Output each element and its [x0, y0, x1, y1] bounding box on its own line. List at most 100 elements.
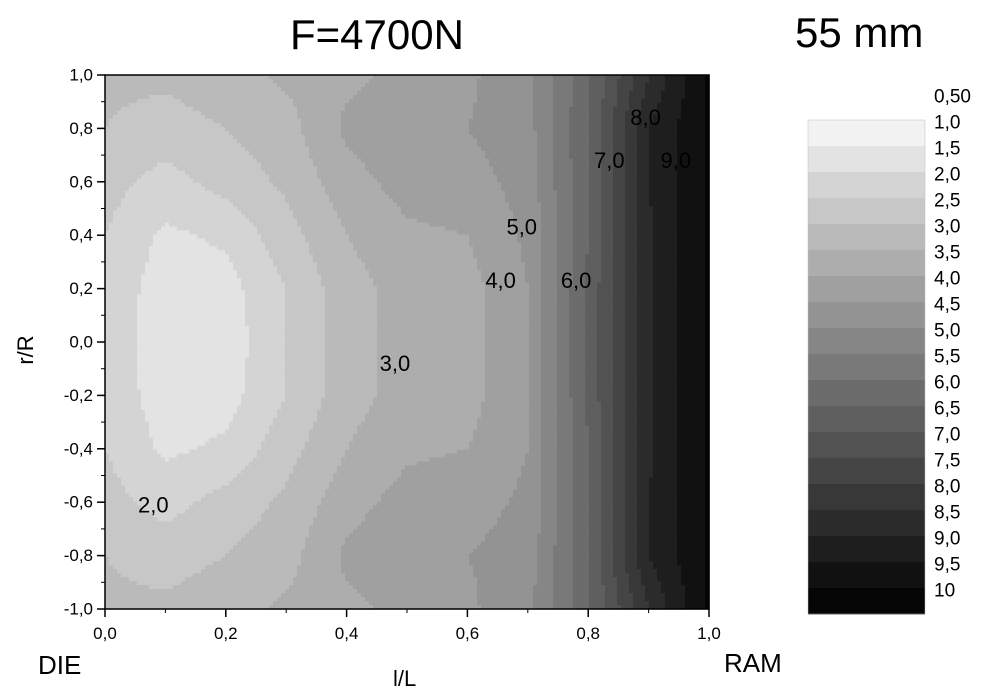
- contour-cell: [265, 150, 270, 156]
- contour-cell: [209, 182, 214, 188]
- contour-cell: [573, 86, 578, 92]
- contour-cell: [169, 102, 174, 108]
- contour-cell: [661, 190, 666, 196]
- contour-cell: [493, 118, 498, 124]
- contour-cell: [657, 186, 662, 192]
- contour-cell: [497, 150, 502, 156]
- contour-cell: [189, 94, 194, 100]
- contour-cell: [333, 182, 338, 188]
- contour-cell: [661, 130, 666, 136]
- contour-cell: [285, 190, 290, 196]
- contour-cell: [633, 114, 638, 120]
- contour-cell: [441, 174, 446, 180]
- contour-cell: [697, 90, 702, 96]
- contour-cell: [497, 146, 502, 152]
- contour-cell: [653, 110, 658, 116]
- contour-cell: [665, 94, 670, 100]
- contour-cell: [485, 126, 490, 132]
- contour-cell: [281, 122, 286, 128]
- contour-cell: [441, 146, 446, 152]
- contour-cell: [413, 166, 418, 172]
- contour-cell: [281, 182, 286, 188]
- contour-cell: [357, 202, 362, 208]
- contour-cell: [613, 194, 618, 200]
- contour-cell: [297, 106, 302, 112]
- contour-cell: [353, 162, 358, 168]
- contour-cell: [189, 178, 194, 184]
- contour-cell: [509, 150, 514, 156]
- contour-cell: [357, 138, 362, 144]
- contour-cell: [353, 202, 358, 208]
- contour-cell: [129, 182, 134, 188]
- contour-cell: [169, 98, 174, 104]
- contour-cell: [525, 114, 530, 120]
- contour-cell: [549, 90, 554, 96]
- contour-cell: [265, 118, 270, 124]
- contour-cell: [433, 190, 438, 196]
- contour-cell: [133, 206, 138, 212]
- contour-cell: [277, 170, 282, 176]
- contour-cell: [597, 170, 602, 176]
- contour-cell: [461, 78, 466, 84]
- contour-cell: [685, 78, 690, 84]
- contour-cell: [525, 126, 530, 132]
- contour-cell: [113, 90, 118, 96]
- contour-cell: [297, 186, 302, 192]
- contour-cell: [445, 138, 450, 144]
- contour-cell: [277, 142, 282, 148]
- contour-cell: [613, 75, 618, 80]
- contour-cell: [313, 90, 318, 96]
- contour-cell: [637, 178, 642, 184]
- contour-cell: [569, 106, 574, 112]
- contour-cell: [673, 166, 678, 172]
- contour-cell: [689, 75, 694, 80]
- contour-cell: [577, 190, 582, 196]
- contour-cell: [341, 78, 346, 84]
- contour-cell: [517, 138, 522, 144]
- contour-cell: [293, 98, 298, 104]
- contour-cell: [269, 190, 274, 196]
- contour-cell: [669, 94, 674, 100]
- contour-cell: [441, 106, 446, 112]
- contour-cell: [385, 146, 390, 152]
- contour-cell: [533, 146, 538, 152]
- contour-cell: [309, 106, 314, 112]
- contour-cell: [657, 86, 662, 92]
- contour-cell: [637, 146, 642, 152]
- contour-cell: [377, 198, 382, 204]
- contour-cell: [405, 114, 410, 120]
- contour-cell: [689, 86, 694, 92]
- contour-cell: [617, 154, 622, 160]
- contour-cell: [565, 90, 570, 96]
- contour-cell: [593, 142, 598, 148]
- contour-cell: [445, 122, 450, 128]
- contour-cell: [285, 202, 290, 208]
- contour-cell: [433, 150, 438, 156]
- contour-cell: [345, 170, 350, 176]
- contour-cell: [193, 150, 198, 156]
- contour-cell: [481, 174, 486, 180]
- contour-cell: [637, 158, 642, 164]
- contour-cell: [109, 102, 114, 108]
- contour-cell: [317, 194, 322, 200]
- contour-cell: [109, 130, 114, 136]
- contour-cell: [625, 186, 630, 192]
- contour-cell: [553, 82, 558, 88]
- contour-cell: [181, 90, 186, 96]
- contour-cell: [469, 174, 474, 180]
- contour-cell: [545, 142, 550, 148]
- contour-cell: [577, 134, 582, 140]
- contour-cell: [485, 118, 490, 124]
- contour-cell: [621, 75, 626, 80]
- contour-cell: [577, 162, 582, 168]
- contour-cell: [185, 178, 190, 184]
- contour-cell: [281, 118, 286, 124]
- contour-cell: [205, 102, 210, 108]
- contour-cell: [481, 106, 486, 112]
- contour-cell: [525, 98, 530, 104]
- contour-cell: [525, 150, 530, 156]
- contour-cell: [457, 166, 462, 172]
- contour-cell: [321, 134, 326, 140]
- contour-cell: [249, 102, 254, 108]
- contour-cell: [685, 130, 690, 136]
